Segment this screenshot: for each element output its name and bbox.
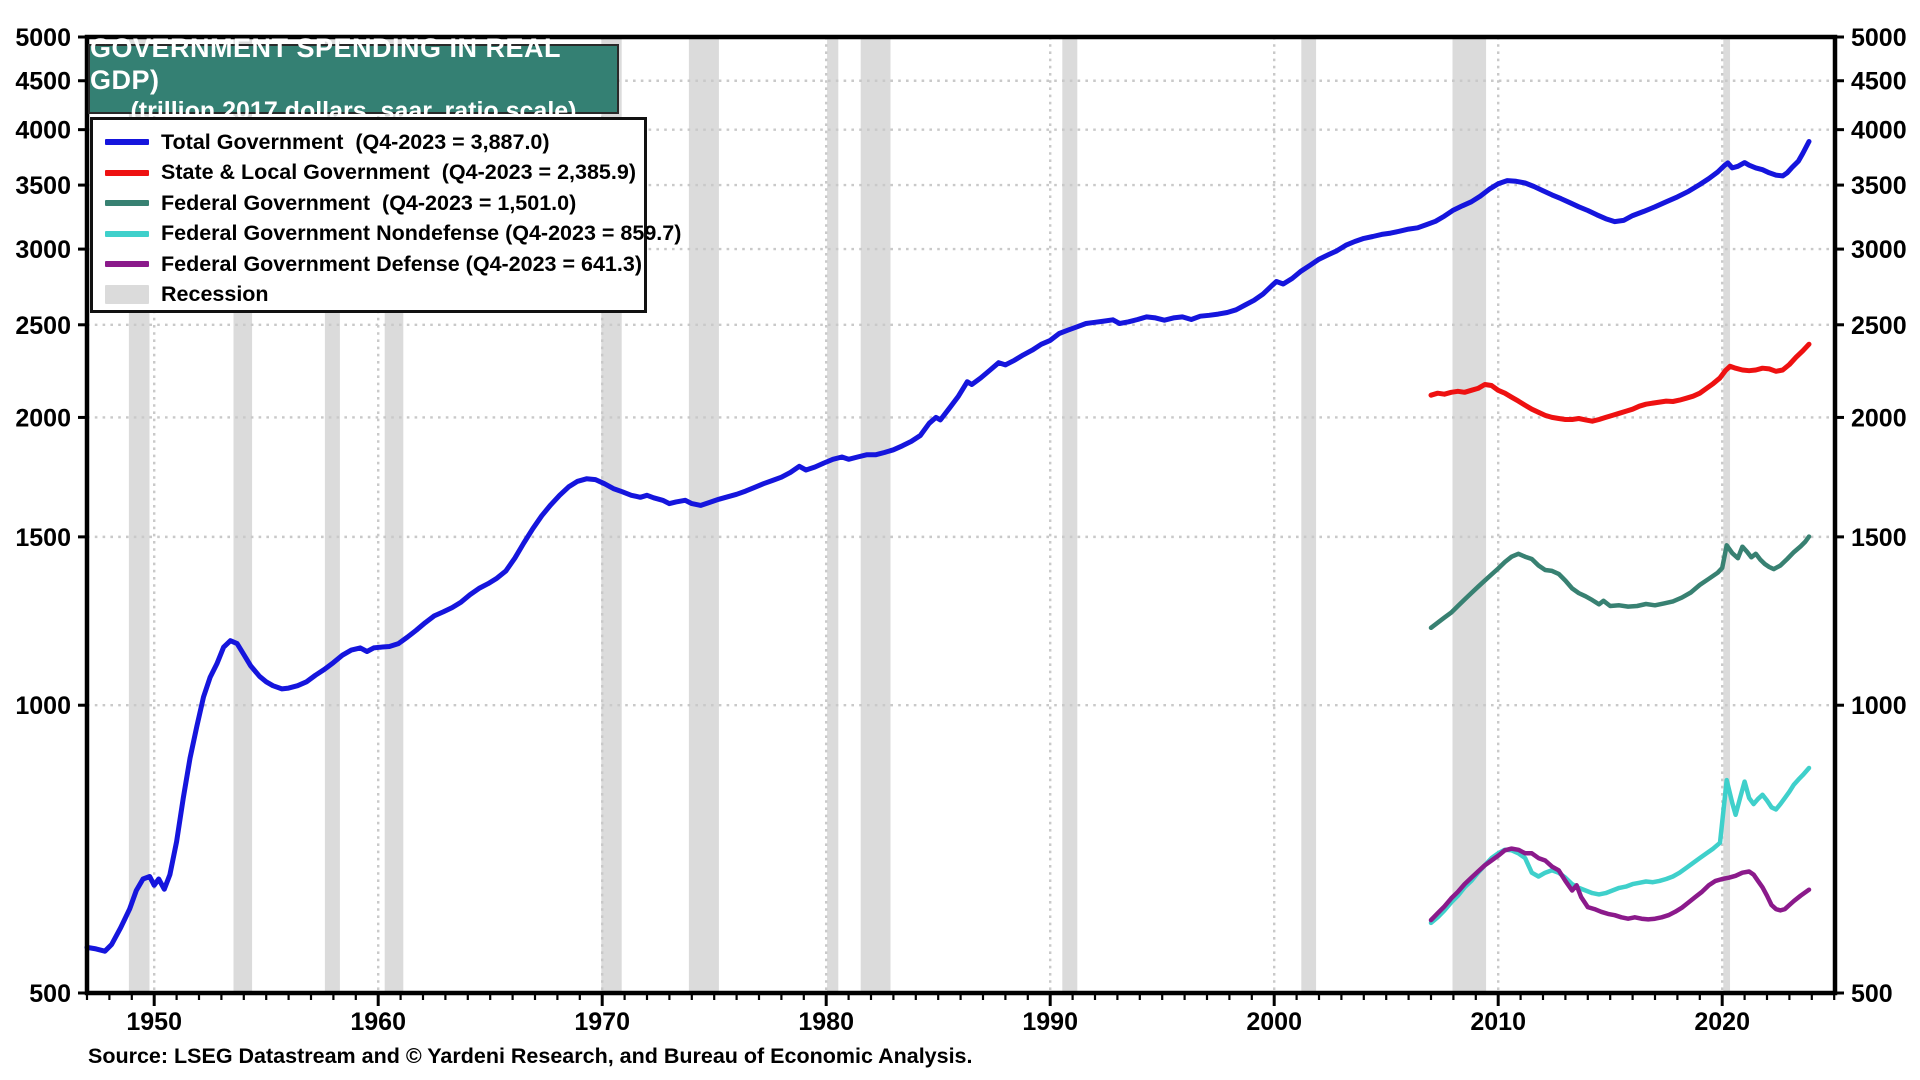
x-axis-label: 1990: [1022, 1008, 1078, 1036]
recession-band: [1301, 37, 1317, 993]
y-axis-label-right: 2000: [1851, 404, 1907, 432]
federal-nondefense-line-swatch: [105, 230, 149, 237]
series-line-federal: [1428, 534, 1812, 631]
series-line-defense: [1428, 846, 1812, 923]
legend: Total Government (Q4-2023 = 3,887.0) Sta…: [90, 117, 681, 313]
legend-item-federal-defense: Federal Government Defense (Q4-2023 = 64…: [105, 249, 644, 280]
legend-item-recession: Recession: [105, 280, 644, 311]
recession-band: [1062, 37, 1078, 993]
legend-item-federal-nondefense: Federal Government Nondefense (Q4-2023 =…: [105, 219, 681, 250]
total-government-line-swatch: [105, 139, 149, 146]
recession-band: [688, 37, 719, 993]
x-axis-label: 1960: [350, 1008, 406, 1036]
y-axis-label-right: 1000: [1851, 692, 1907, 720]
series-line-total: [84, 139, 1812, 954]
y-axis-label-left: 4000: [15, 117, 71, 145]
y-axis-label-left: 1000: [15, 692, 71, 720]
legend-label: Total Government (Q4-2023 = 3,887.0): [161, 129, 550, 154]
y-axis-label-left: 5000: [15, 24, 71, 52]
y-axis-label-right: 4500: [1851, 68, 1907, 96]
legend-label: State & Local Government (Q4-2023 = 2,38…: [161, 160, 636, 185]
legend-label: Federal Government Defense (Q4-2023 = 64…: [161, 251, 642, 276]
x-axis-label: 2000: [1246, 1008, 1302, 1036]
y-axis-label-right: 500: [1851, 980, 1893, 1008]
y-axis-label-left: 500: [29, 980, 71, 1008]
series-line-nondefense: [1428, 765, 1812, 926]
y-axis-label-left: 2500: [15, 312, 71, 340]
recession-band-swatch: [105, 285, 149, 305]
recession-band: [1452, 37, 1487, 993]
y-axis-label-left: 1500: [15, 524, 71, 552]
state-local-line-swatch: [105, 169, 149, 176]
y-axis-label-left: 4500: [15, 68, 71, 96]
y-axis-label-right: 3500: [1851, 172, 1907, 200]
chart-title: GOVERNMENT SPENDING IN REAL GDP): [90, 33, 561, 95]
legend-label: Federal Government (Q4-2023 = 1,501.0): [161, 190, 577, 215]
y-axis-label-right: 3000: [1851, 236, 1907, 264]
chart-title-box: GOVERNMENT SPENDING IN REAL GDP) (trilli…: [88, 33, 619, 125]
series-line-state-local: [1428, 341, 1812, 424]
x-axis-label: 2020: [1694, 1008, 1750, 1036]
y-axis-label-right: 2500: [1851, 312, 1907, 340]
x-axis-label: 2010: [1470, 1008, 1526, 1036]
x-axis-label: 1970: [574, 1008, 630, 1036]
y-axis-label-left: 2000: [15, 404, 71, 432]
y-axis-label-left: 3000: [15, 236, 71, 264]
legend-item-federal-government: Federal Government (Q4-2023 = 1,501.0): [105, 188, 644, 219]
federal-defense-line-swatch: [105, 261, 149, 268]
y-axis-label-left: 3500: [15, 172, 71, 200]
recession-band: [827, 37, 839, 993]
legend-label: Recession: [161, 282, 269, 307]
legend-label: Federal Government Nondefense (Q4-2023 =…: [161, 221, 682, 246]
legend-item-state-local-government: State & Local Government (Q4-2023 = 2,38…: [105, 158, 644, 189]
recession-band: [860, 37, 891, 993]
y-axis-label-right: 5000: [1851, 24, 1907, 52]
y-axis-label-right: 4000: [1851, 117, 1907, 145]
x-axis-label: 1950: [126, 1008, 182, 1036]
y-axis-label-right: 1500: [1851, 524, 1907, 552]
source-attribution: Source: LSEG Datastream and © Yardeni Re…: [88, 1044, 973, 1068]
recession-band: [1723, 37, 1731, 993]
x-axis-label: 1980: [798, 1008, 854, 1036]
federal-government-line-swatch: [105, 200, 149, 207]
legend-item-total-government: Total Government (Q4-2023 = 3,887.0): [105, 127, 644, 158]
